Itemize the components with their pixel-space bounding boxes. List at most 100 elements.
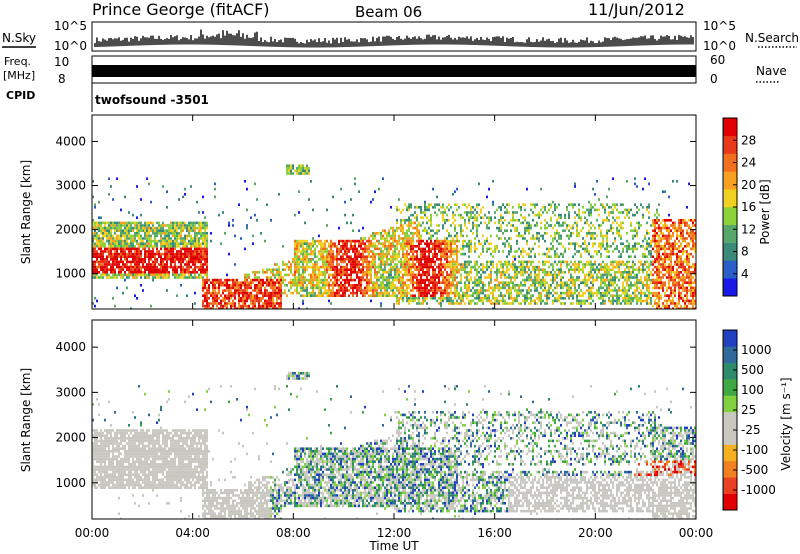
heatmap-cell: [508, 284, 510, 287]
heatmap-cell: [170, 265, 172, 269]
heatmap-cell: [258, 278, 260, 282]
heatmap-cell: [590, 268, 592, 271]
heatmap-cell: [472, 224, 474, 227]
heatmap-cell: [358, 252, 360, 256]
heatmap-cell: [216, 281, 218, 284]
heatmap-cell: [312, 271, 314, 274]
heatmap-cell: [162, 229, 164, 232]
heatmap-cell: [204, 263, 206, 266]
heatmap-cell: [250, 307, 252, 309]
heatmap-cell: [578, 286, 580, 290]
heatmap-cell: [186, 234, 188, 238]
heatmap-cell: [116, 252, 118, 256]
heatmap-cell: [132, 268, 134, 271]
heatmap-cell: [132, 239, 134, 243]
heatmap-cell: [412, 250, 414, 253]
heatmap-cell: [204, 294, 206, 297]
heatmap-cell: [256, 278, 258, 282]
heatmap-cell: [496, 234, 498, 238]
heatmap-cell: [422, 239, 424, 243]
heatmap-cell: [246, 276, 248, 279]
heatmap-cell: [570, 234, 572, 238]
heatmap-cell: [134, 226, 136, 230]
heatmap-cell: [456, 208, 458, 212]
heatmap-cell: [510, 281, 512, 284]
heatmap-cell: [446, 271, 448, 274]
heatmap-cell: [446, 291, 448, 295]
heatmap-cell: [552, 237, 554, 240]
heatmap-cell: [424, 258, 426, 261]
heatmap-cell: [426, 276, 428, 279]
heatmap-cell: [588, 208, 590, 212]
heatmap-cell: [124, 245, 126, 248]
heatmap-cell: [372, 284, 374, 287]
heatmap-cell: [532, 219, 534, 222]
heatmap-cell: [276, 286, 278, 290]
heatmap-cell: [570, 273, 572, 277]
heatmap-cell: [428, 271, 430, 274]
heatmap-cell: [128, 276, 130, 279]
heatmap-cell: [196, 200, 198, 204]
heatmap-cell: [190, 258, 192, 261]
heatmap-cell: [182, 224, 184, 227]
heatmap-cell: [220, 302, 222, 305]
heatmap-cell: [226, 273, 228, 277]
heatmap-cell: [134, 255, 136, 258]
heatmap-cell: [294, 213, 296, 217]
heatmap-cell: [116, 237, 118, 240]
heatmap-cell: [346, 250, 348, 253]
heatmap-cell: [368, 252, 370, 256]
heatmap-cell: [128, 250, 130, 253]
heatmap-cell: [280, 304, 282, 308]
heatmap-cell: [166, 242, 168, 245]
heatmap-cell: [420, 273, 422, 277]
heatmap-cell: [456, 252, 458, 256]
heatmap-cell: [124, 271, 126, 274]
heatmap-cell: [290, 281, 292, 284]
heatmap-cell: [434, 239, 436, 243]
heatmap-cell: [174, 224, 176, 227]
heatmap-cell: [454, 278, 456, 282]
heatmap-cell: [132, 234, 134, 238]
heatmap-cell: [232, 286, 234, 290]
heatmap-cell: [418, 229, 420, 232]
heatmap-cell: [426, 229, 428, 232]
heatmap-cell: [306, 167, 308, 170]
heatmap-cell: [302, 258, 304, 261]
heatmap-cell: [588, 224, 590, 227]
heatmap-cell: [212, 299, 214, 303]
heatmap-cell: [558, 234, 560, 238]
heatmap-cell: [120, 268, 122, 271]
heatmap-cell: [138, 234, 140, 238]
heatmap-cell: [200, 255, 202, 258]
heatmap-cell: [572, 284, 574, 287]
heatmap-cell: [434, 263, 436, 266]
heatmap-cell: [312, 281, 314, 284]
heatmap-cell: [198, 242, 200, 245]
heatmap-cell: [490, 263, 492, 266]
heatmap-cell: [344, 265, 346, 269]
heatmap-cell: [106, 263, 108, 266]
heatmap-cell: [124, 252, 126, 256]
heatmap-cell: [308, 172, 310, 175]
heatmap-cell: [204, 281, 206, 284]
heatmap-cell: [568, 286, 570, 290]
heatmap-cell: [166, 234, 168, 238]
heatmap-cell: [168, 226, 170, 230]
heatmap-cell: [126, 226, 128, 230]
heatmap-cell: [416, 286, 418, 290]
heatmap-cell: [244, 281, 246, 284]
heatmap-cell: [180, 271, 182, 274]
heatmap-cell: [388, 234, 390, 238]
heatmap-cell: [524, 265, 526, 269]
heatmap-cell: [432, 286, 434, 290]
heatmap-cell: [146, 237, 148, 240]
heatmap-cell: [194, 273, 196, 277]
heatmap-cell: [112, 276, 114, 279]
heatmap-cell: [290, 291, 292, 295]
heatmap-cell: [494, 286, 496, 290]
heatmap-cell: [480, 299, 482, 303]
heatmap-cell: [482, 216, 484, 219]
heatmap-cell: [476, 263, 478, 266]
